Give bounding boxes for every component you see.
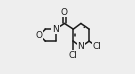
Text: O: O: [36, 31, 43, 40]
Text: Cl: Cl: [69, 51, 78, 60]
Text: N: N: [52, 25, 59, 34]
Text: N: N: [77, 42, 84, 51]
Text: O: O: [61, 8, 68, 17]
Text: Cl: Cl: [93, 42, 102, 51]
